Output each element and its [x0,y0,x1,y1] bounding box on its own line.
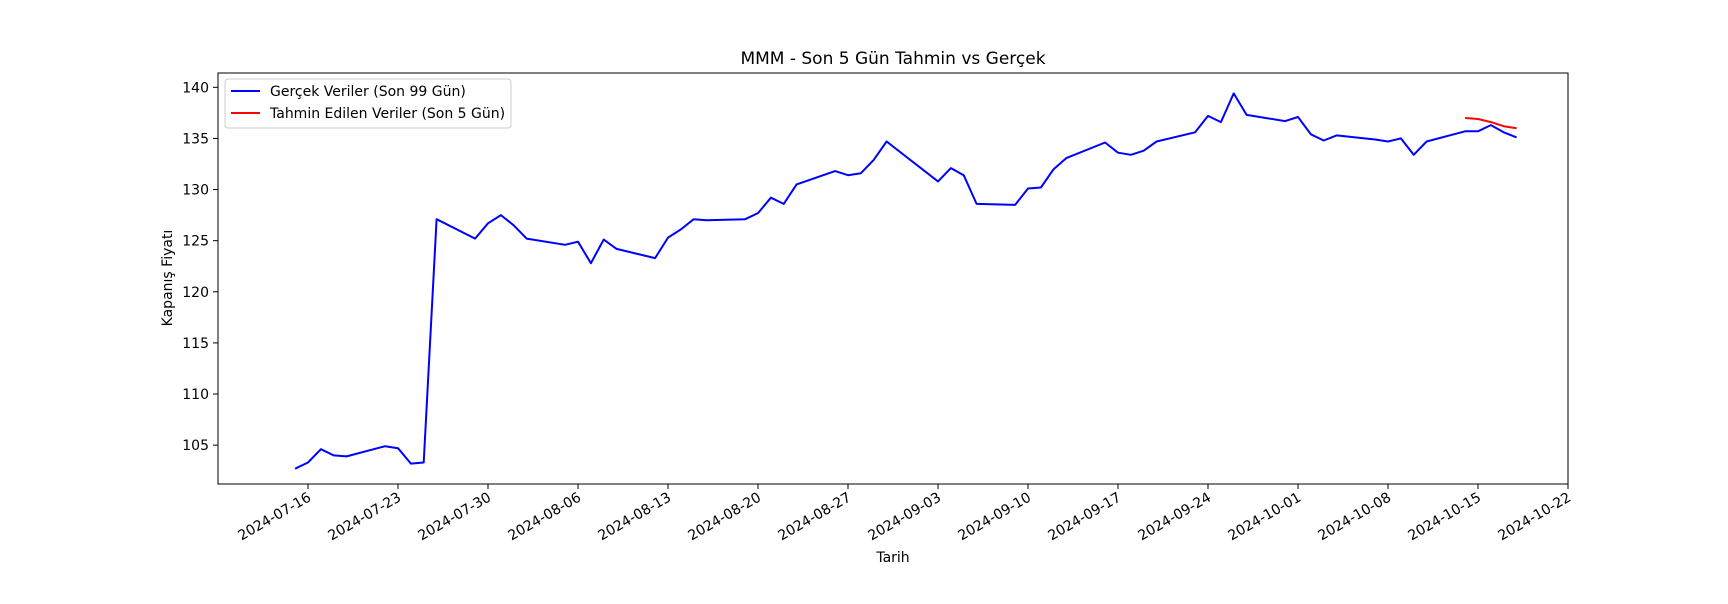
x-tick-label: 2024-08-06 [506,490,585,545]
x-tick-label: 2024-08-20 [686,490,764,545]
x-tick-label: 2024-09-17 [1046,490,1124,545]
x-tick-label: 2024-07-16 [236,490,315,545]
y-tick-label: 135 [182,131,209,147]
legend-label-2: Tahmin Edilen Veriler (Son 5 Gün) [269,106,505,122]
y-tick-label: 115 [182,336,209,352]
x-tick-label: 2024-09-03 [866,490,944,545]
plot-area [217,72,1569,485]
plot-frame [217,72,1569,485]
y-tick-label: 130 [182,183,209,199]
x-tick-label: 2024-08-27 [776,490,854,545]
x-axis-label: Tarih [875,550,909,566]
chart-title: MMM - Son 5 Gün Tahmin vs Gerçek [740,49,1045,69]
x-tick-label: 2024-10-01 [1226,490,1304,545]
series-line-2 [1465,117,1517,130]
axis-ticks: 2024-07-16 2024-07-23 2024-07-30 2024-08-06… [182,80,1574,544]
legend-box [224,78,512,129]
y-tick-label: 140 [182,80,209,96]
x-tick-label: 2024-08-13 [596,490,674,545]
x-tick-label: 2024-09-10 [956,490,1034,545]
y-axis-label: Kapanış Fiyatı [160,230,176,327]
y-tick-label: 105 [182,438,209,454]
x-tick-label: 2024-10-08 [1316,490,1394,545]
x-tick-label: 2024-07-30 [416,490,494,545]
legend: Gerçek Veriler (Son 99 Gün) Tahmin Edilen… [224,78,512,129]
legend-label-1: Gerçek Veriler (Son 99 Gün) [270,84,466,100]
x-tick-label: 2024-10-22 [1496,490,1574,545]
x-tick-label: 2024-10-15 [1406,490,1484,545]
x-tick-label: 2024-07-23 [326,490,404,545]
y-tick-label: 120 [182,285,209,301]
y-tick-label: 125 [182,234,209,250]
x-tick-label: 2024-09-24 [1136,490,1215,545]
y-tick-label: 110 [182,387,209,403]
series-line-1 [294,92,1517,470]
